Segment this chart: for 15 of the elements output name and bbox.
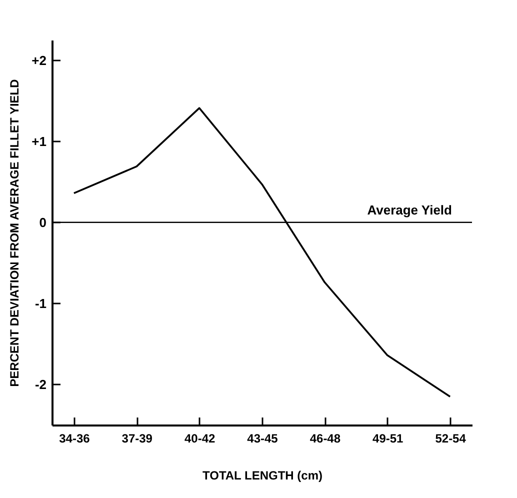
x-tick-label: 52-54 xyxy=(435,432,466,446)
ref-line-label: Average Yield xyxy=(367,202,452,218)
x-tick-label: 43-45 xyxy=(247,432,278,446)
y-axis-title: PERCENT DEVIATION FROM AVERAGE FILLET YIELD xyxy=(8,78,22,387)
x-tick-label: 34-36 xyxy=(59,432,90,446)
x-tick-label: 49-51 xyxy=(372,432,404,446)
x-tick-label: 37-39 xyxy=(122,432,153,446)
x-tick-label: 46-48 xyxy=(310,432,341,446)
x-tick-label: 40-42 xyxy=(184,432,216,446)
y-tick-label: 0 xyxy=(39,214,46,230)
y-tick-label: +1 xyxy=(32,134,46,149)
y-tick-label: -2 xyxy=(34,376,46,392)
y-tick-label: -1 xyxy=(34,296,46,311)
y-tick-label: +2 xyxy=(32,52,46,68)
x-axis-title: TOTAL LENGTH (cm) xyxy=(202,468,323,482)
